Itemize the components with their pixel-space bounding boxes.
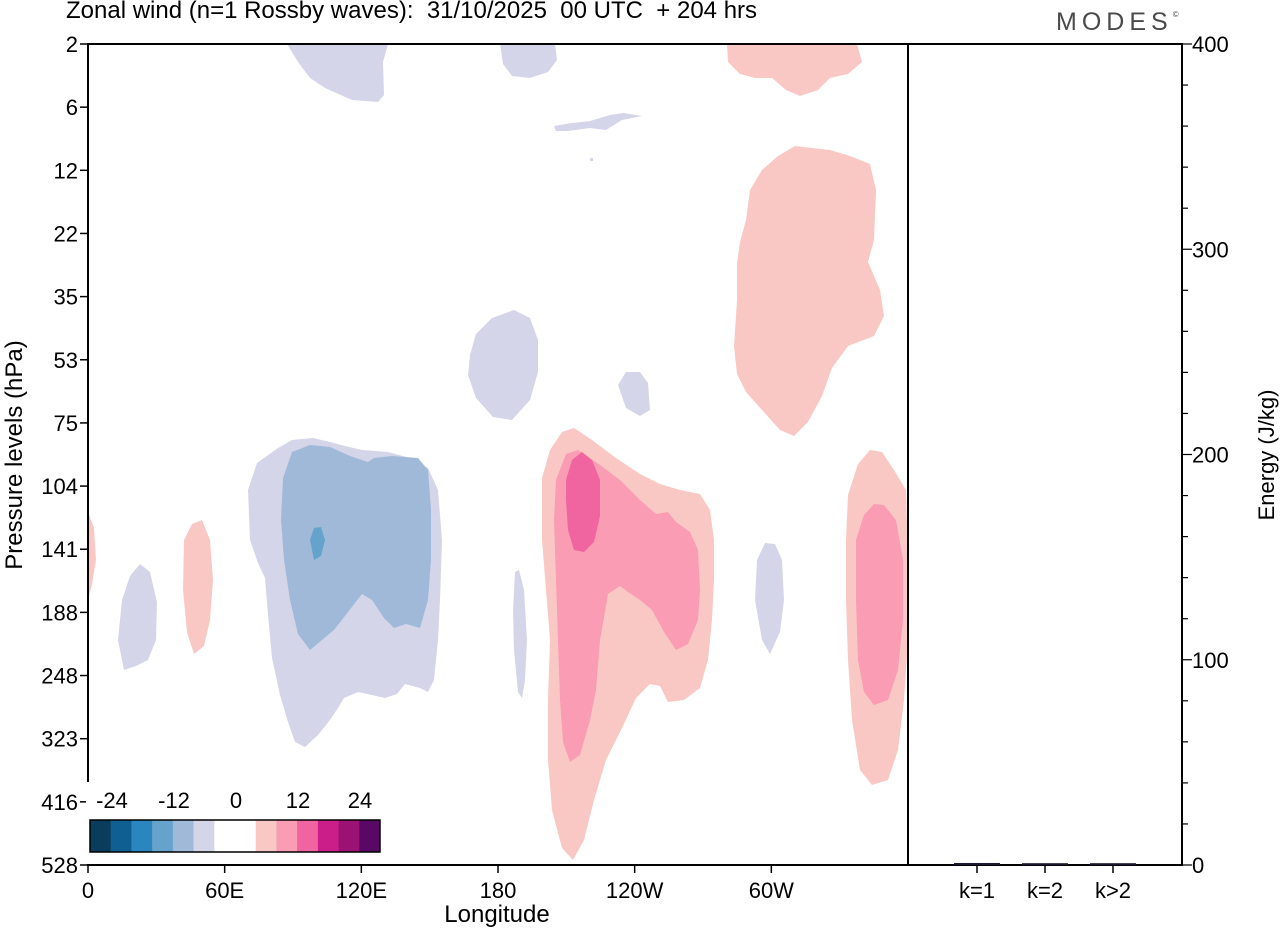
colorbar-frame xyxy=(89,819,381,853)
energy-tick-label: 300 xyxy=(1192,237,1229,262)
colorbar-tick-label: -24 xyxy=(96,788,128,813)
energy-bar xyxy=(1022,863,1068,866)
contour-positive-strong xyxy=(566,452,600,552)
y-tick-label: 141 xyxy=(41,537,78,562)
x-tick-label: 180 xyxy=(480,878,517,903)
energy-tick-label: 0 xyxy=(1192,853,1204,878)
contour-negative-weak xyxy=(513,570,527,698)
y-axis-title: Pressure levels (hPa) xyxy=(1,340,28,569)
contour-negative-weak xyxy=(118,564,157,670)
colorbar-swatch xyxy=(297,820,319,852)
colorbar-swatch xyxy=(338,820,360,852)
colorbar-swatch xyxy=(110,820,132,852)
contour-negative-weak xyxy=(590,158,593,161)
y-tick-label: 416 xyxy=(41,790,78,815)
x-tick-label: 120W xyxy=(606,878,664,903)
y-tick-label: 528 xyxy=(41,853,78,878)
colorbar-swatch xyxy=(235,820,257,852)
contour-positive-weak xyxy=(183,520,213,654)
energy-bar xyxy=(954,862,1000,865)
modes-logo: MODES© xyxy=(1056,8,1179,37)
contour-layer xyxy=(88,44,908,860)
contour-positive-weak xyxy=(88,512,96,600)
energy-tick-label: 100 xyxy=(1192,648,1229,673)
contour-negative-weak xyxy=(500,44,557,78)
y-tick-label: 75 xyxy=(54,411,78,436)
energy-axis-title: Energy (J/kg) xyxy=(1254,390,1279,521)
y-tick-label: 22 xyxy=(54,221,78,246)
contour-negative-weak xyxy=(755,543,784,654)
energy-bar xyxy=(1090,863,1136,866)
energy-frame xyxy=(907,43,1183,866)
contour-positive-moderate xyxy=(856,504,903,705)
colorbar-swatch xyxy=(131,820,153,852)
energy-tick-label: 400 xyxy=(1192,32,1229,57)
x-tick-label: 60E xyxy=(205,878,244,903)
y-tick-label: 104 xyxy=(41,474,78,499)
colorbar-tick-label: -12 xyxy=(158,788,190,813)
y-tick-label: 188 xyxy=(41,600,78,625)
colorbar-swatch xyxy=(193,820,215,852)
colorbar-swatch xyxy=(255,820,277,852)
x-tick-label: 0 xyxy=(82,878,94,903)
logo-mark: © xyxy=(1172,9,1179,19)
contour-negative-weak xyxy=(554,113,642,131)
y-tick-label: 53 xyxy=(54,348,78,373)
colorbar-tick-label: 24 xyxy=(348,788,372,813)
contour-positive-weak xyxy=(734,146,884,436)
y-tick-label: 323 xyxy=(41,727,78,752)
contour-negative-weak xyxy=(468,310,538,420)
colorbar-tick-label: 0 xyxy=(230,788,242,813)
axes-layer: 0 60E 120E 180 120W 60W 2 6 12 22 35 53 75 104 141 188 2… xyxy=(41,32,1228,903)
x-tick-label: 120E xyxy=(336,878,387,903)
colorbar-swatch xyxy=(359,820,381,852)
colorbar-tick-label: 12 xyxy=(286,788,310,813)
colorbar-swatch xyxy=(276,820,298,852)
contour-negative-moderate xyxy=(281,445,431,650)
y-tick-label: 12 xyxy=(54,158,78,183)
colorbar-swatch xyxy=(214,820,236,852)
x-tick-label: 60W xyxy=(749,878,794,903)
contour-negative-weak xyxy=(287,44,388,102)
contour-negative-weak xyxy=(618,372,650,416)
colorbar-swatch xyxy=(152,820,174,852)
colorbar-swatch xyxy=(317,820,340,852)
y-tick-label: 248 xyxy=(41,664,78,689)
colorbar-swatch xyxy=(172,820,195,852)
y-tick-label: 2 xyxy=(66,32,78,57)
colorbar-swatch xyxy=(90,820,112,852)
contour-positive-weak xyxy=(727,44,862,96)
energy-category-label: k=1 xyxy=(959,878,995,903)
energy-category-label: k>2 xyxy=(1095,878,1131,903)
y-tick-label: 6 xyxy=(66,95,78,120)
logo-text: MODES xyxy=(1056,8,1173,36)
energy-category-label: k=2 xyxy=(1027,878,1063,903)
y-tick-label: 35 xyxy=(54,285,78,310)
contour-negative-strong xyxy=(310,527,325,560)
energy-tick-label: 200 xyxy=(1192,443,1229,468)
colorbar: -24 -12 0 12 24 xyxy=(86,782,384,864)
x-axis-title: Longitude xyxy=(444,901,549,928)
chart-title: Zonal wind (n=1 Rossby waves): 31/10/202… xyxy=(66,0,758,24)
